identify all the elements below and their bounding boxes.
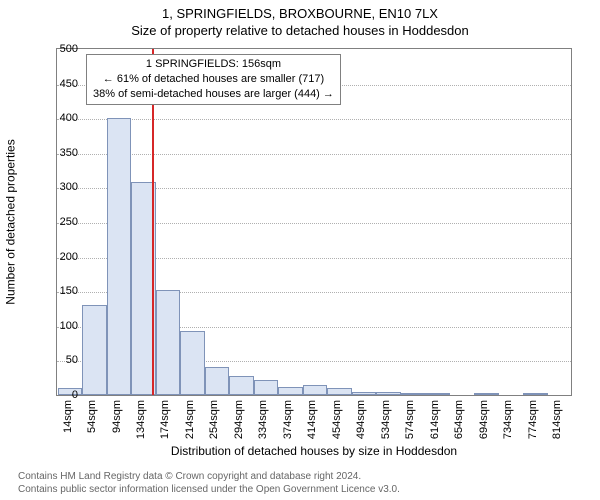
annotation-box: 1 SPRINGFIELDS: 156sqm ← 61% of detached… — [86, 54, 341, 105]
ytick-label: 200 — [38, 251, 78, 263]
xtick-label: 814sqm — [551, 400, 563, 439]
plot-wrap: 1 SPRINGFIELDS: 156sqm ← 61% of detached… — [56, 48, 572, 396]
histogram-bar — [278, 387, 302, 395]
ytick-label: 400 — [38, 112, 78, 124]
xtick-label: 254sqm — [208, 400, 220, 439]
xtick-label: 414sqm — [306, 400, 318, 439]
histogram-bar — [425, 393, 449, 395]
xtick-label: 334sqm — [257, 400, 269, 439]
chart-title-line2: Size of property relative to detached ho… — [0, 21, 600, 38]
ytick-label: 100 — [38, 320, 78, 332]
xtick-label: 174sqm — [159, 400, 171, 439]
chart-container: 1, SPRINGFIELDS, BROXBOURNE, EN10 7LX Si… — [0, 0, 600, 500]
histogram-bar — [376, 392, 400, 395]
xtick-label: 774sqm — [527, 400, 539, 439]
histogram-bar — [401, 393, 425, 395]
xtick-label: 214sqm — [184, 400, 196, 439]
x-axis-label: Distribution of detached houses by size … — [56, 444, 572, 458]
xtick-label: 134sqm — [135, 400, 147, 439]
histogram-bar — [180, 331, 204, 395]
footer: Contains HM Land Registry data © Crown c… — [18, 471, 400, 496]
histogram-bar — [254, 380, 278, 395]
footer-line1: Contains HM Land Registry data © Crown c… — [18, 471, 400, 484]
xtick-label: 734sqm — [502, 400, 514, 439]
histogram-bar — [523, 393, 547, 395]
histogram-bar — [156, 290, 180, 395]
ytick-label: 450 — [38, 78, 78, 90]
ytick-label: 350 — [38, 147, 78, 159]
xtick-label: 694sqm — [478, 400, 490, 439]
gridline — [57, 154, 571, 155]
histogram-bar — [107, 118, 131, 395]
xtick-label: 94sqm — [111, 400, 123, 433]
xtick-label: 14sqm — [62, 400, 74, 433]
xtick-label: 454sqm — [331, 400, 343, 439]
chart-title-line1: 1, SPRINGFIELDS, BROXBOURNE, EN10 7LX — [0, 0, 600, 21]
histogram-bar — [303, 385, 327, 395]
ytick-label: 250 — [38, 216, 78, 228]
histogram-bar — [229, 376, 253, 395]
xtick-label: 54sqm — [86, 400, 98, 433]
ytick-label: 50 — [38, 354, 78, 366]
xtick-label: 534sqm — [380, 400, 392, 439]
histogram-bar — [82, 305, 106, 395]
histogram-bar — [327, 388, 351, 395]
xtick-label: 614sqm — [429, 400, 441, 439]
annotation-line1: 1 SPRINGFIELDS: 156sqm — [93, 57, 334, 72]
annotation-line3: 38% of semi-detached houses are larger (… — [93, 87, 334, 102]
gridline — [57, 119, 571, 120]
y-axis-label: Number of detached properties — [4, 48, 18, 396]
ytick-label: 300 — [38, 181, 78, 193]
xtick-label: 654sqm — [453, 400, 465, 439]
footer-line2: Contains public sector information licen… — [18, 484, 400, 497]
ytick-label: 500 — [38, 43, 78, 55]
ytick-label: 150 — [38, 285, 78, 297]
xtick-label: 574sqm — [404, 400, 416, 439]
xtick-label: 494sqm — [355, 400, 367, 439]
histogram-bar — [474, 393, 498, 395]
xtick-label: 294sqm — [233, 400, 245, 439]
histogram-bar — [352, 392, 376, 395]
annotation-line2: ← 61% of detached houses are smaller (71… — [93, 72, 334, 87]
histogram-bar — [205, 367, 229, 395]
xtick-label: 374sqm — [282, 400, 294, 439]
